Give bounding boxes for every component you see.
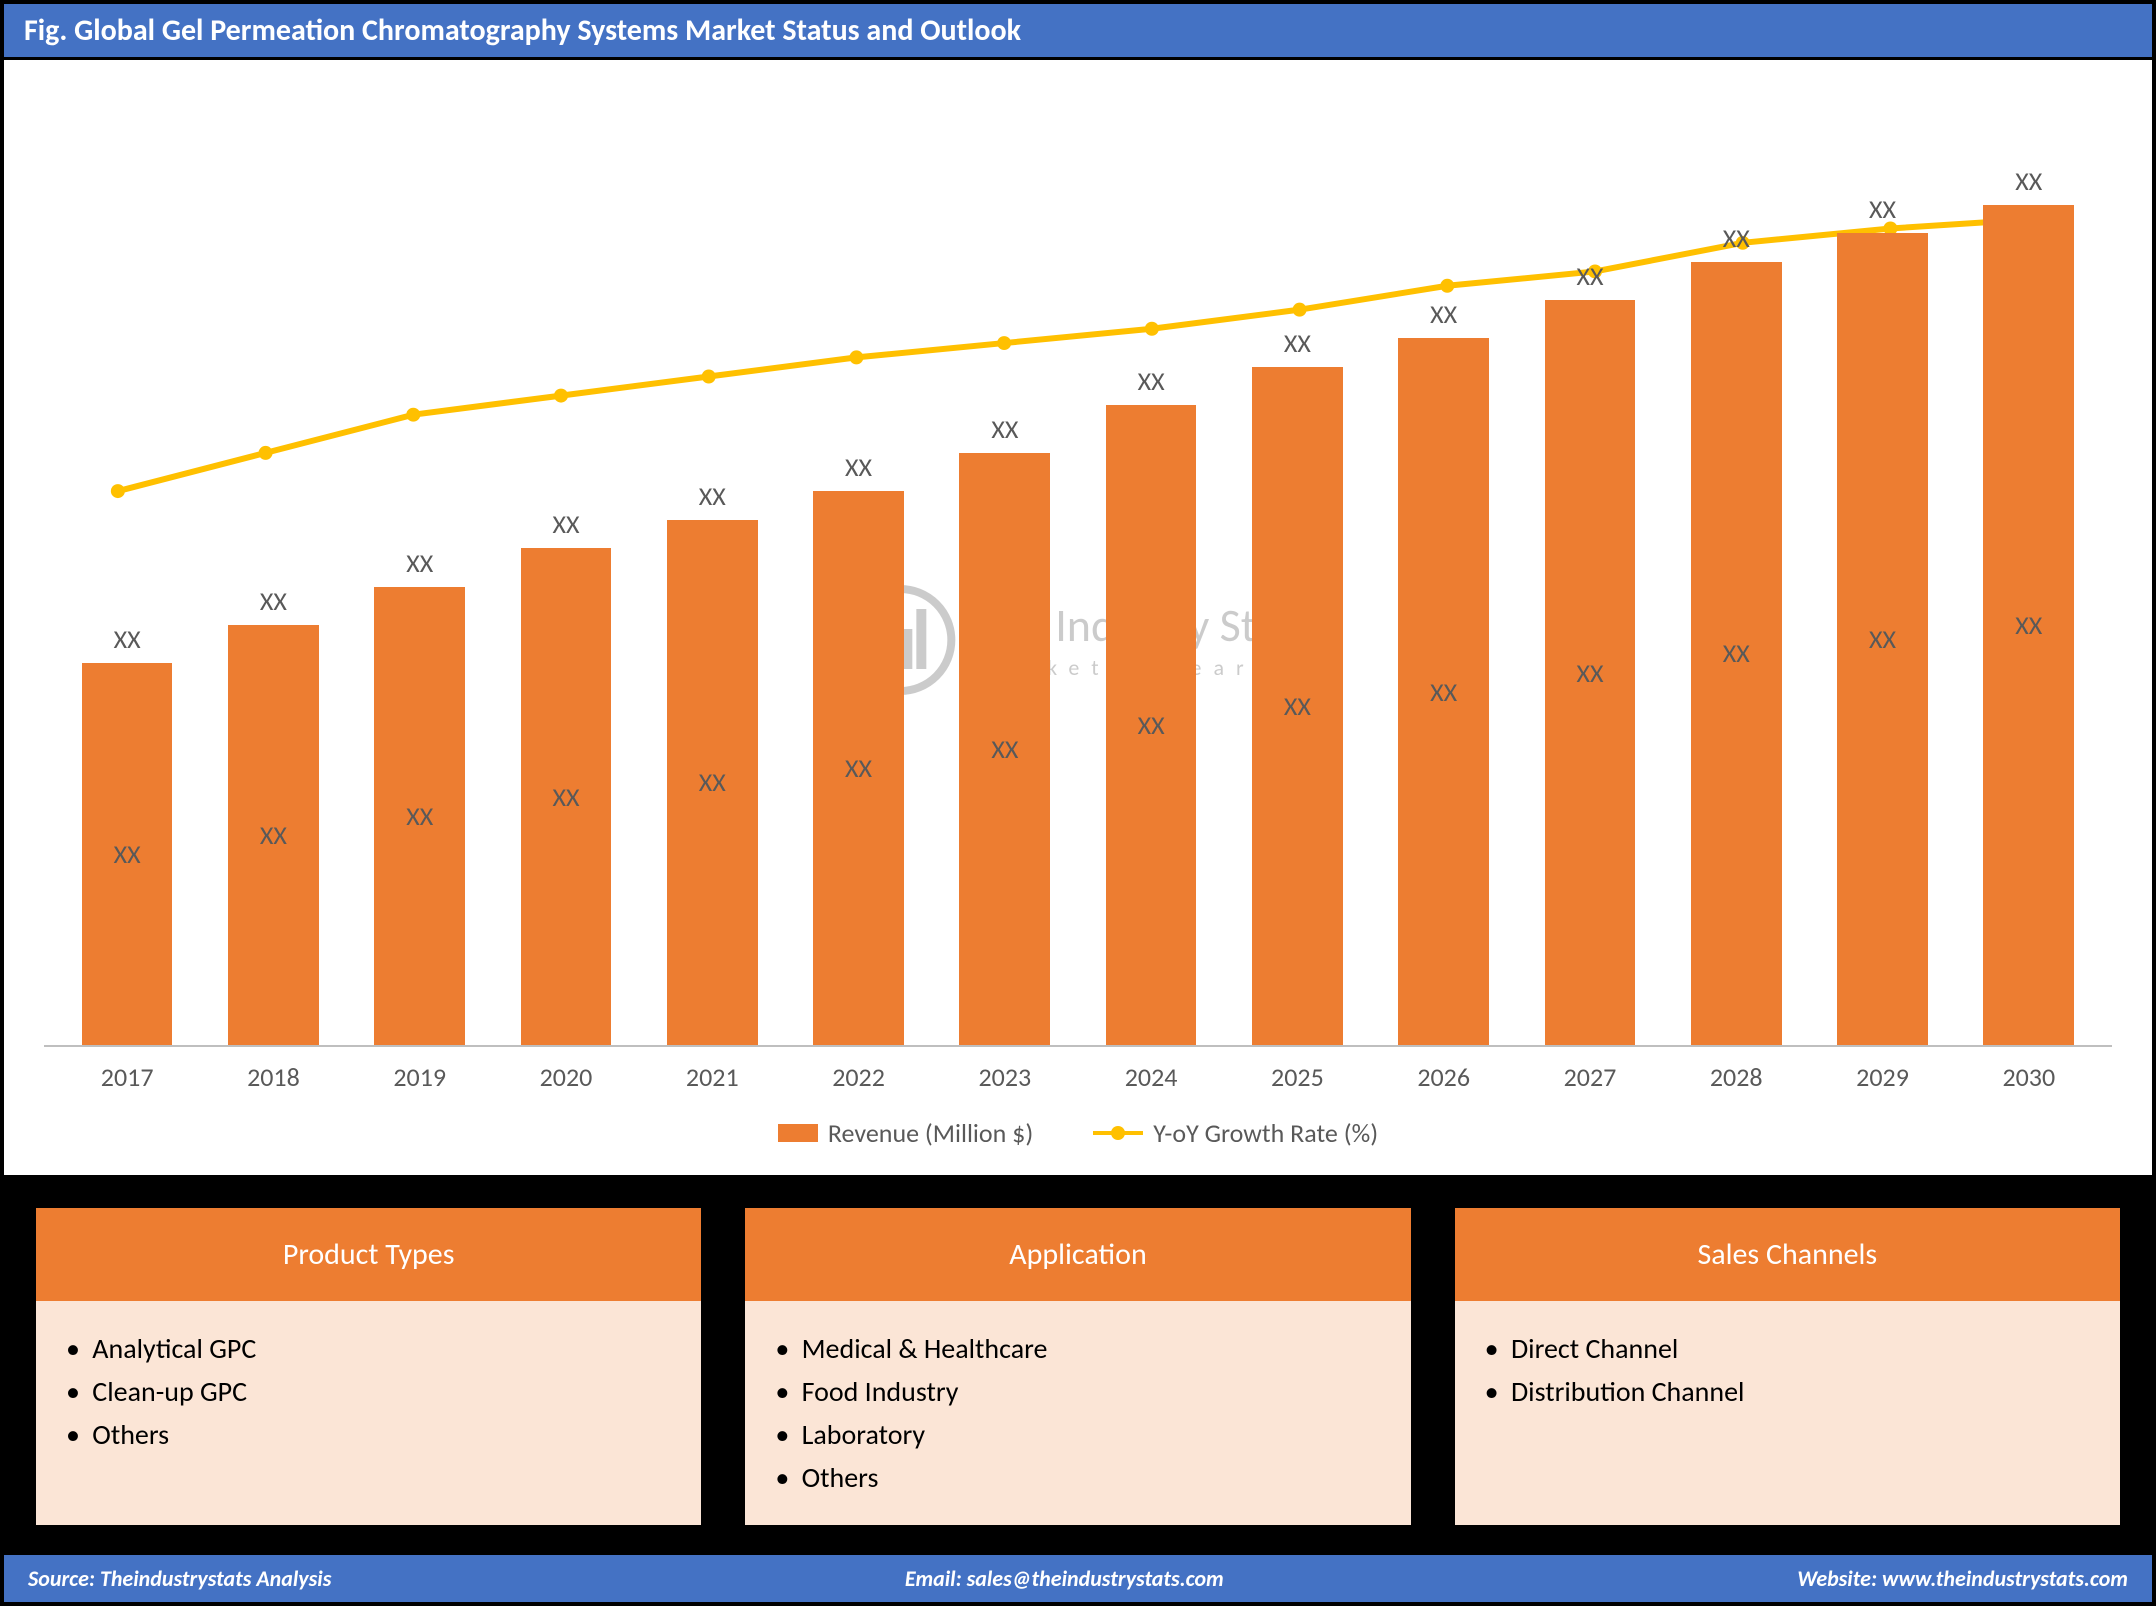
card-body: Direct ChannelDistribution Channel	[1455, 1301, 2120, 1525]
legend-item-growth: Y-oY Growth Rate (%)	[1093, 1117, 1378, 1149]
bar: XX	[959, 453, 1050, 1045]
bar-top-label: XX	[1869, 193, 1896, 225]
card-body: Analytical GPCClean-up GPCOthers	[36, 1301, 701, 1525]
bar-top-label: XX	[406, 547, 433, 579]
bar: XX	[1398, 338, 1489, 1045]
plot-region: XXXXXXXXXXXXXXXXXXXXXXXXXXXXXXXXXXXXXXXX…	[44, 90, 2112, 1047]
bar-top-label: XX	[845, 451, 872, 483]
bar-slot: XX XX	[785, 90, 931, 1045]
bar-slot: XX XX	[932, 90, 1078, 1045]
card-header: Sales Channels	[1455, 1208, 2120, 1301]
bar-top-label: XX	[2015, 165, 2042, 197]
legend-label-growth: Y-oY Growth Rate (%)	[1153, 1117, 1378, 1149]
bar-slot: XX XX	[1517, 90, 1663, 1045]
card-item: Others	[66, 1413, 671, 1456]
info-card: Product TypesAnalytical GPCClean-up GPCO…	[34, 1206, 703, 1527]
card-item: Medical & Healthcare	[775, 1327, 1380, 1370]
bar: XX	[228, 625, 319, 1045]
x-tick-label: 2019	[347, 1061, 493, 1093]
x-tick-label: 2030	[1956, 1061, 2102, 1093]
bar-slot: XX XX	[1224, 90, 1370, 1045]
bar: XX	[521, 548, 612, 1045]
legend-item-revenue: Revenue (Million $)	[778, 1117, 1033, 1149]
bar-top-label: XX	[1430, 298, 1457, 330]
card-item: Direct Channel	[1485, 1327, 2090, 1370]
card-body: Medical & HealthcareFood IndustryLaborat…	[745, 1301, 1410, 1525]
cards-strip: Product TypesAnalytical GPCClean-up GPCO…	[4, 1178, 2152, 1555]
x-tick-label: 2023	[932, 1061, 1078, 1093]
bar-slot: XX XX	[54, 90, 200, 1045]
card-item: Distribution Channel	[1485, 1370, 2090, 1413]
bar-top-label: XX	[260, 585, 287, 617]
bar: XX	[1545, 300, 1636, 1045]
x-tick-label: 2027	[1517, 1061, 1663, 1093]
x-tick-label: 2028	[1663, 1061, 1809, 1093]
card-item: Laboratory	[775, 1413, 1380, 1456]
x-tick-label: 2022	[785, 1061, 931, 1093]
card-item: Food Industry	[775, 1370, 1380, 1413]
bar-top-label: XX	[991, 413, 1018, 445]
legend-swatch-bar	[778, 1124, 818, 1142]
card-header: Application	[745, 1208, 1410, 1301]
card-item: Analytical GPC	[66, 1327, 671, 1370]
figure-title: Fig. Global Gel Permeation Chromatograph…	[4, 4, 2152, 60]
bar-slot: XX XX	[200, 90, 346, 1045]
bar-slot: XX XX	[1078, 90, 1224, 1045]
info-card: ApplicationMedical & HealthcareFood Indu…	[743, 1206, 1412, 1527]
x-tick-label: 2017	[54, 1061, 200, 1093]
bar-slot: XX XX	[1663, 90, 1809, 1045]
bar: XX	[1837, 233, 1928, 1045]
bar-slot: XX XX	[493, 90, 639, 1045]
bar-slot: XX XX	[1809, 90, 1955, 1045]
x-axis: 2017201820192020202120222023202420252026…	[44, 1047, 2112, 1093]
bar-slot: XX XX	[639, 90, 785, 1045]
info-card: Sales ChannelsDirect ChannelDistribution…	[1453, 1206, 2122, 1527]
bar: XX	[1691, 262, 1782, 1045]
x-tick-label: 2020	[493, 1061, 639, 1093]
bar-top-label: XX	[114, 623, 141, 655]
chart-area: The Industry Stats market research XXXXX…	[4, 60, 2152, 1178]
figure-container: Fig. Global Gel Permeation Chromatograph…	[0, 0, 2156, 1606]
x-tick-label: 2021	[639, 1061, 785, 1093]
bar-slot: XX XX	[347, 90, 493, 1045]
x-tick-label: 2024	[1078, 1061, 1224, 1093]
bar-top-label: XX	[699, 480, 726, 512]
bar: XX	[813, 491, 904, 1045]
legend-label-revenue: Revenue (Million $)	[828, 1117, 1033, 1149]
bar-top-label: XX	[1723, 222, 1750, 254]
bar-slot: XX XX	[1956, 90, 2102, 1045]
bar-slot: XX XX	[1371, 90, 1517, 1045]
x-tick-label: 2018	[200, 1061, 346, 1093]
x-tick-label: 2025	[1224, 1061, 1370, 1093]
bar-top-label: XX	[1138, 365, 1165, 397]
card-item: Clean-up GPC	[66, 1370, 671, 1413]
x-tick-label: 2029	[1809, 1061, 1955, 1093]
bar-top-label: XX	[1576, 260, 1603, 292]
bar: XX	[1106, 405, 1197, 1045]
bar: XX	[1252, 367, 1343, 1045]
bar: XX	[374, 587, 465, 1045]
legend-swatch-line	[1093, 1131, 1143, 1135]
card-header: Product Types	[36, 1208, 701, 1301]
footer-website: Website: www.theindustrystats.com	[1797, 1565, 2128, 1592]
footer: Source: Theindustrystats Analysis Email:…	[4, 1555, 2152, 1602]
x-tick-label: 2026	[1371, 1061, 1517, 1093]
card-item: Others	[775, 1456, 1380, 1499]
bar: XX	[1983, 205, 2074, 1045]
bar-top-label: XX	[1284, 327, 1311, 359]
legend: Revenue (Million $) Y-oY Growth Rate (%)	[44, 1093, 2112, 1165]
bar: XX	[667, 520, 758, 1045]
footer-source: Source: Theindustrystats Analysis	[28, 1565, 331, 1592]
bar: XX	[82, 663, 173, 1045]
bar-top-label: XX	[552, 508, 579, 540]
footer-email: Email: sales@theindustrystats.com	[905, 1565, 1224, 1592]
